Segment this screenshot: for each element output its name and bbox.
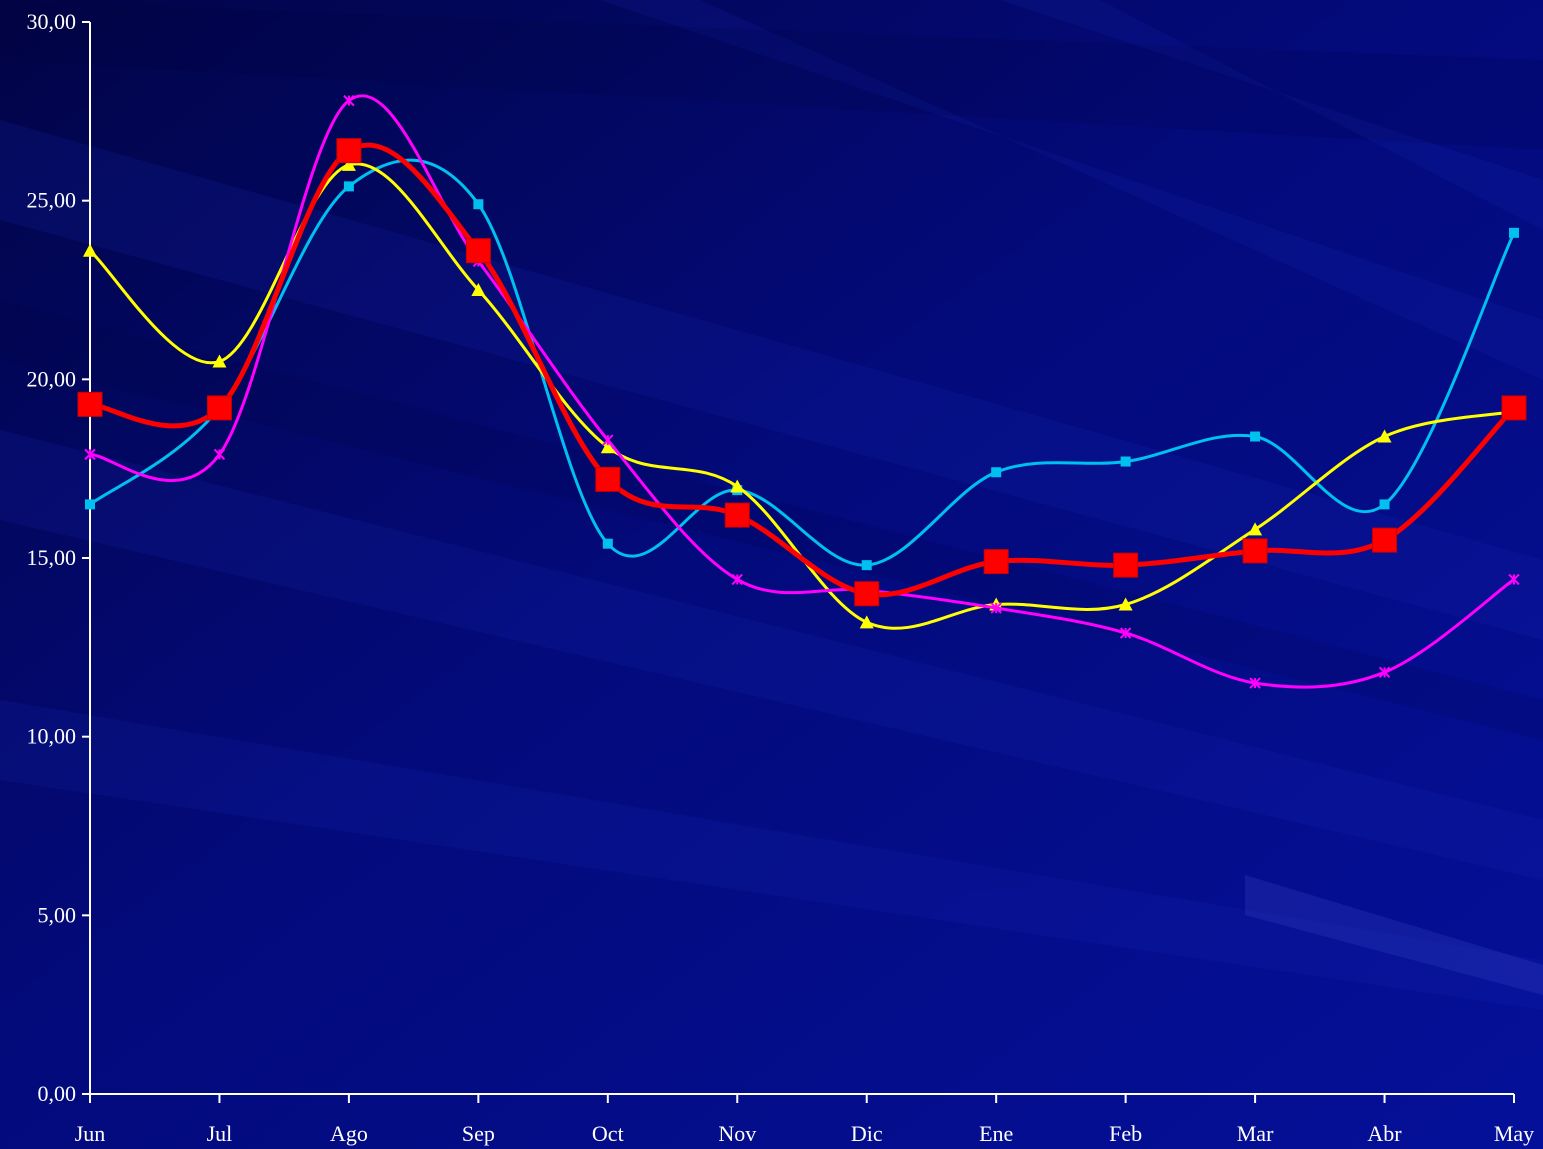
x-tick-label: Ago: [330, 1121, 368, 1146]
series-4-point: [724, 502, 750, 528]
series-3-point: [1508, 573, 1520, 586]
series-1-point: [1120, 456, 1131, 467]
chart-series: [77, 94, 1527, 689]
series-2-point: [600, 440, 615, 454]
series-3-point: [731, 573, 743, 586]
series-1-point: [1509, 227, 1519, 238]
series-4-point: [1372, 527, 1398, 553]
series-3-point: [343, 94, 355, 107]
series-2-point: [1248, 522, 1263, 536]
series-3: [84, 94, 1520, 689]
x-tick-label: Nov: [718, 1121, 756, 1146]
series-4-point: [1501, 395, 1527, 421]
series-1-point: [991, 467, 1002, 478]
series-3-point: [1119, 627, 1132, 639]
series-2-point: [730, 479, 745, 493]
series-1-point: [1250, 431, 1261, 442]
x-tick-label: Jul: [207, 1121, 233, 1146]
series-2-point: [471, 283, 486, 296]
series-2-point: [83, 243, 97, 257]
series-1-point: [861, 560, 872, 571]
series-4-point: [77, 391, 103, 417]
y-tick-label: 20,00: [27, 366, 77, 391]
x-tick-label: Jun: [75, 1121, 106, 1146]
series-1-point: [473, 199, 484, 210]
series-3-point: [602, 434, 614, 446]
y-tick-label: 15,00: [27, 545, 77, 570]
series-1-line: [89, 158, 1516, 567]
series-1-point: [1379, 499, 1390, 510]
series-3-point: [84, 448, 96, 461]
x-tick-label: Ene: [979, 1121, 1013, 1146]
series-4: [77, 138, 1527, 607]
y-tick-label: 10,00: [27, 724, 77, 749]
series-4-point: [206, 395, 232, 421]
x-tick-label: Dic: [851, 1121, 883, 1146]
series-3-point: [1249, 677, 1261, 689]
y-tick-label: 25,00: [27, 188, 77, 213]
series-3-point: [213, 448, 226, 461]
series-4-point: [465, 238, 491, 264]
x-tick-label: Oct: [592, 1121, 624, 1146]
series-1-point: [602, 538, 613, 549]
y-tick-label: 30,00: [27, 9, 77, 34]
series-2-point: [859, 615, 874, 629]
series-2-point: [212, 354, 227, 368]
chart-axes: 0,00 5,00 10,00 15,00 20,00 25,00 30,00 Jun Jul A…: [27, 9, 1535, 1146]
series-4-point: [595, 466, 621, 492]
x-tick-label: Sep: [462, 1121, 495, 1146]
y-tick-label: 0,00: [38, 1081, 77, 1106]
x-tick-label: Abr: [1367, 1121, 1402, 1146]
y-tick-label: 5,00: [38, 902, 77, 927]
series-2-point: [1118, 597, 1133, 611]
series-3-point: [1378, 666, 1391, 679]
series-4-point: [1242, 538, 1268, 564]
x-tick-label: Feb: [1109, 1121, 1142, 1146]
series-2-point: [341, 157, 356, 171]
x-tick-label: Mar: [1237, 1121, 1274, 1146]
series-3-point: [990, 602, 1002, 614]
series-4-point: [854, 581, 880, 607]
series-4-point: [336, 138, 362, 164]
series-4-point: [983, 549, 1009, 575]
series-4-point: [1113, 552, 1139, 578]
series-1-point: [85, 499, 95, 510]
series-1-point: [343, 181, 354, 192]
series-2-point: [1377, 429, 1392, 443]
x-tick-label: May: [1494, 1121, 1534, 1146]
